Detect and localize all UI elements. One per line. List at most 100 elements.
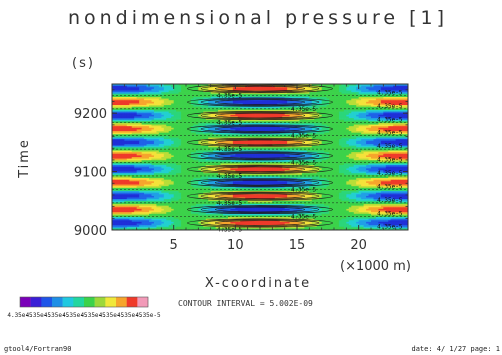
heatmap-cell: [210, 96, 214, 99]
heatmap-cell: [235, 106, 239, 109]
heatmap-cell: [166, 90, 170, 93]
heatmap-cell: [390, 111, 394, 114]
heatmap-cell: [388, 92, 392, 95]
heatmap-cell: [390, 87, 394, 90]
heatmap-cell: [242, 93, 246, 96]
heatmap-cell: [151, 95, 155, 98]
heatmap-cell: [252, 90, 256, 93]
heatmap-cell: [373, 106, 377, 109]
heatmap-cell: [331, 105, 335, 108]
heatmap-cell: [269, 114, 273, 117]
heatmap-cell: [190, 116, 194, 119]
heatmap-cell: [260, 87, 263, 90]
heatmap-cell: [375, 109, 379, 112]
heatmap-cell: [398, 93, 401, 96]
heatmap-cell: [316, 95, 320, 98]
heatmap-cell: [400, 92, 404, 95]
heatmap-cell: [168, 111, 172, 114]
heatmap-cell: [393, 103, 397, 106]
heatmap-cell: [260, 109, 263, 112]
heatmap-cell: [208, 92, 212, 95]
heatmap-cell: [171, 96, 175, 99]
heatmap-cell: [262, 106, 266, 109]
heatmap-cell: [331, 109, 335, 112]
heatmap-cell: [338, 93, 342, 96]
heatmap-cell: [338, 114, 342, 117]
heatmap-cell: [287, 101, 290, 104]
heatmap-cell: [124, 95, 128, 98]
heatmap-cell: [144, 106, 147, 109]
heatmap-cell: [223, 96, 226, 99]
heatmap-cell: [223, 108, 226, 111]
heatmap-cell: [304, 100, 308, 103]
heatmap-cell: [195, 109, 199, 112]
heatmap-cell: [181, 113, 184, 116]
heatmap-cell: [114, 87, 118, 90]
heatmap-cell: [388, 96, 392, 99]
heatmap-cell: [225, 101, 229, 104]
heatmap-cell: [292, 106, 295, 109]
heatmap-cell: [146, 113, 150, 116]
heatmap-cell: [326, 98, 330, 101]
heatmap-cell: [363, 111, 367, 114]
heatmap-cell: [181, 101, 184, 104]
heatmap-cell: [126, 100, 130, 103]
heatmap-cell: [383, 90, 387, 93]
heatmap-cell: [242, 109, 246, 112]
heatmap-cell: [171, 93, 175, 96]
heatmap-cell: [398, 103, 401, 106]
heatmap-cell: [114, 111, 118, 114]
heatmap-cell: [385, 98, 389, 101]
heatmap-cell: [282, 93, 286, 96]
heatmap-cell: [385, 88, 389, 91]
heatmap-cell: [195, 105, 199, 108]
heatmap-cell: [186, 106, 189, 109]
heatmap-cell: [319, 114, 323, 117]
heatmap-cell: [188, 98, 192, 101]
heatmap-cell: [210, 92, 214, 95]
heatmap-cell: [173, 93, 177, 96]
heatmap-cell: [149, 100, 152, 103]
heatmap-cell: [348, 90, 352, 93]
heatmap-cell: [321, 101, 325, 104]
heatmap-cell: [158, 116, 162, 119]
heatmap-cell: [112, 109, 115, 112]
heatmap-cell: [126, 101, 130, 104]
heatmap-cell: [405, 95, 408, 98]
heatmap-cell: [213, 95, 216, 98]
heatmap-cell: [260, 114, 263, 117]
heatmap-cell: [338, 105, 342, 108]
heatmap-cell: [193, 92, 197, 95]
heatmap-cell: [348, 114, 352, 117]
heatmap-cell: [329, 106, 332, 109]
heatmap-cell: [353, 108, 357, 111]
heatmap-cell: [262, 108, 266, 111]
heatmap-cell: [336, 113, 340, 116]
heatmap-cell: [203, 114, 207, 117]
heatmap-cell: [319, 111, 323, 114]
heatmap-cell: [247, 114, 251, 117]
heatmap-cell: [124, 90, 128, 93]
heatmap-cell: [149, 101, 152, 104]
heatmap-cell: [186, 92, 189, 95]
heatmap-cell: [210, 100, 214, 103]
heatmap-cell: [353, 111, 357, 114]
heatmap-cell: [306, 84, 310, 86]
heatmap-cell: [264, 93, 268, 96]
heatmap-cell: [398, 105, 401, 108]
heatmap-cell: [398, 111, 401, 114]
heatmap-cell: [112, 93, 115, 96]
heatmap-cell: [272, 113, 276, 116]
heatmap-cell: [373, 95, 377, 98]
heatmap-cell: [353, 114, 357, 117]
heatmap-cell: [235, 87, 239, 90]
heatmap-cell: [158, 95, 162, 98]
heatmap-cell: [144, 100, 147, 103]
heatmap-cell: [314, 92, 318, 95]
heatmap-cell: [393, 101, 397, 104]
heatmap-cell: [168, 96, 172, 99]
heatmap-cell: [230, 95, 234, 98]
heatmap-cell: [193, 84, 197, 86]
heatmap-cell: [343, 96, 347, 99]
heatmap-cell: [326, 96, 330, 99]
